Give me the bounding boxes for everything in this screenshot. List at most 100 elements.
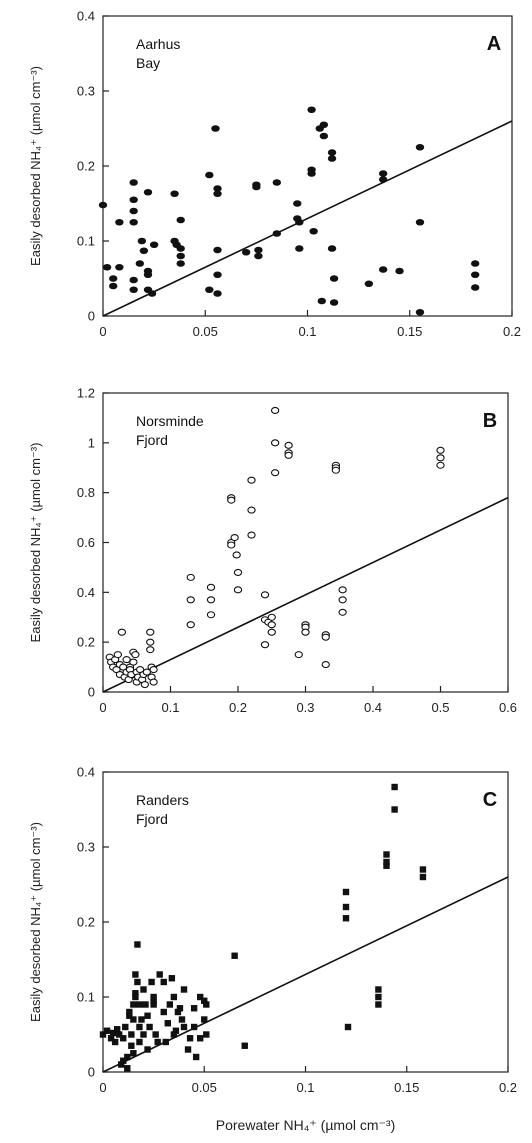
panel-c-data-point xyxy=(184,1046,192,1053)
panel-c-data-point xyxy=(140,986,147,993)
panel-c-data-point xyxy=(124,1065,131,1072)
panel-b-data-point xyxy=(233,586,243,594)
panel-c-data-point xyxy=(391,783,398,791)
panel-a-data-point xyxy=(205,171,214,179)
panel-b-data-point xyxy=(113,651,122,659)
panel-a-data-point xyxy=(135,260,145,267)
panel-a-data-point xyxy=(309,227,318,235)
panel-a-site-line2: Bay xyxy=(136,55,160,71)
panel-a-data-point xyxy=(129,207,138,215)
panel-c-data-point xyxy=(136,1023,143,1031)
panel-a-data-point xyxy=(213,190,222,198)
panel-b-data-point xyxy=(131,651,140,659)
panel-a-data-point xyxy=(378,176,388,183)
panel-a-data-point xyxy=(319,121,329,129)
panel-c-data-point xyxy=(203,1031,210,1038)
panel-b-data-point xyxy=(149,666,158,674)
panel-b-data-point xyxy=(247,531,256,539)
panel-c-data-point xyxy=(140,1031,147,1038)
panel-c-x-tick-label: 0.2 xyxy=(499,1080,517,1095)
panel-a-data-point xyxy=(470,260,480,267)
panel-a-data-point xyxy=(176,216,185,224)
panel-c-site-line1: Randers xyxy=(136,792,189,808)
panel-c-data-point xyxy=(132,993,139,1001)
panel-c-data-point xyxy=(136,1001,143,1008)
panel-c-data-point xyxy=(148,978,155,986)
panel-a-data-point xyxy=(319,132,329,140)
panel-c-data-point xyxy=(116,1031,123,1038)
panel-a-data-point xyxy=(295,245,304,252)
panel-b-x-tick-label: 0.4 xyxy=(364,700,382,715)
panel-b-data-point xyxy=(146,646,155,654)
panel-a-data-point xyxy=(213,271,222,279)
panel-a-data-point xyxy=(143,271,153,279)
panel-c-data-point xyxy=(176,1005,184,1012)
panel-a-data-point xyxy=(254,246,263,254)
panel-c-y-tick-label: 0.4 xyxy=(77,765,95,780)
panel-c-site-line2: Fjord xyxy=(136,811,168,827)
panel-b-data-point xyxy=(267,628,276,636)
panel-c-data-point xyxy=(128,1042,135,1049)
panel-a-data-point xyxy=(170,190,179,198)
panel-c-letter: C xyxy=(483,789,497,811)
panel-a-plot-frame xyxy=(102,15,513,317)
panel-c-data-point xyxy=(103,1027,111,1034)
panel-c-data-point xyxy=(164,1020,171,1027)
panel-a-data-point xyxy=(205,286,214,294)
panel-a-data-point xyxy=(213,290,222,297)
panel-b-y-tick-label: 0.6 xyxy=(77,535,95,550)
panel-c-data-point xyxy=(201,997,208,1004)
panel-c-data-point xyxy=(111,1038,119,1046)
panel-a-x-tick-label: 0.05 xyxy=(193,324,218,339)
panel-b-data-point xyxy=(321,633,330,641)
panel-c-data-point xyxy=(109,1029,117,1037)
panel-c-data-point xyxy=(132,971,139,978)
panel-a-data-point xyxy=(213,246,222,254)
panel-a-y-tick-label: 0.3 xyxy=(77,84,95,99)
panel-c-data-point xyxy=(130,1001,137,1008)
panel-b-data-point xyxy=(267,621,276,629)
panel-b-data-point xyxy=(146,628,155,636)
panel-a-data-point xyxy=(415,143,425,151)
panel-c-regression-line xyxy=(102,876,509,1073)
panel-c-data-point xyxy=(136,1038,143,1046)
panel-b-data-point xyxy=(186,573,195,581)
panel-c-data-point xyxy=(134,978,141,986)
panel-b-data-point xyxy=(270,439,280,447)
panel-c-data-point xyxy=(150,997,157,1004)
panel-a-x-tick-label: 0 xyxy=(99,324,106,339)
panel-b-data-point xyxy=(186,621,195,629)
panel-b-letter: B xyxy=(483,410,497,432)
panel-b-data-point xyxy=(284,441,293,449)
panel-b-x-tick-label: 0.3 xyxy=(296,700,314,715)
panel-b-x-tick-label: 0.2 xyxy=(229,700,247,715)
panel-b-data-point xyxy=(321,661,330,669)
panel-c-data-point xyxy=(144,1012,151,1019)
panel-c-data-point xyxy=(170,993,178,1001)
panel-c-data-point xyxy=(190,1005,198,1012)
panel-c-data-point xyxy=(130,1050,137,1057)
panel-b-data-point xyxy=(338,596,347,604)
panel-c-data-point xyxy=(128,1031,135,1038)
panel-a-data-point xyxy=(176,245,185,252)
panel-b-y-tick-label: 0.4 xyxy=(77,585,95,600)
panel-a-data-point xyxy=(329,275,339,282)
panel-c-data-point xyxy=(126,1012,133,1019)
panel-c-x-axis-label: Porewater NH₄⁺ (µmol cm⁻³) xyxy=(216,1117,395,1133)
panel-c-x-tick-label: 0.1 xyxy=(296,1080,314,1095)
panel-c-y-tick-label: 0.2 xyxy=(77,915,95,930)
panel-a-data-point xyxy=(415,218,425,226)
panel-a-data-point xyxy=(211,125,220,132)
panel-a-data-point xyxy=(327,155,337,162)
panel-a-data-point xyxy=(470,271,480,279)
panel-b-x-tick-label: 0.1 xyxy=(161,700,179,715)
panel-b-data-point xyxy=(260,641,270,649)
panel-b-data-point xyxy=(270,406,280,414)
panel-c-x-tick-label: 0.15 xyxy=(394,1080,419,1095)
panel-b-data-point xyxy=(227,496,236,504)
panel-b-data-point xyxy=(294,651,303,659)
panel-b-site-line1: Norsminde xyxy=(136,413,204,429)
panel-b-data-point xyxy=(436,461,445,469)
panel-b-site-line2: Fjord xyxy=(136,432,168,448)
panel-a-y-tick-label: 0 xyxy=(88,309,95,324)
